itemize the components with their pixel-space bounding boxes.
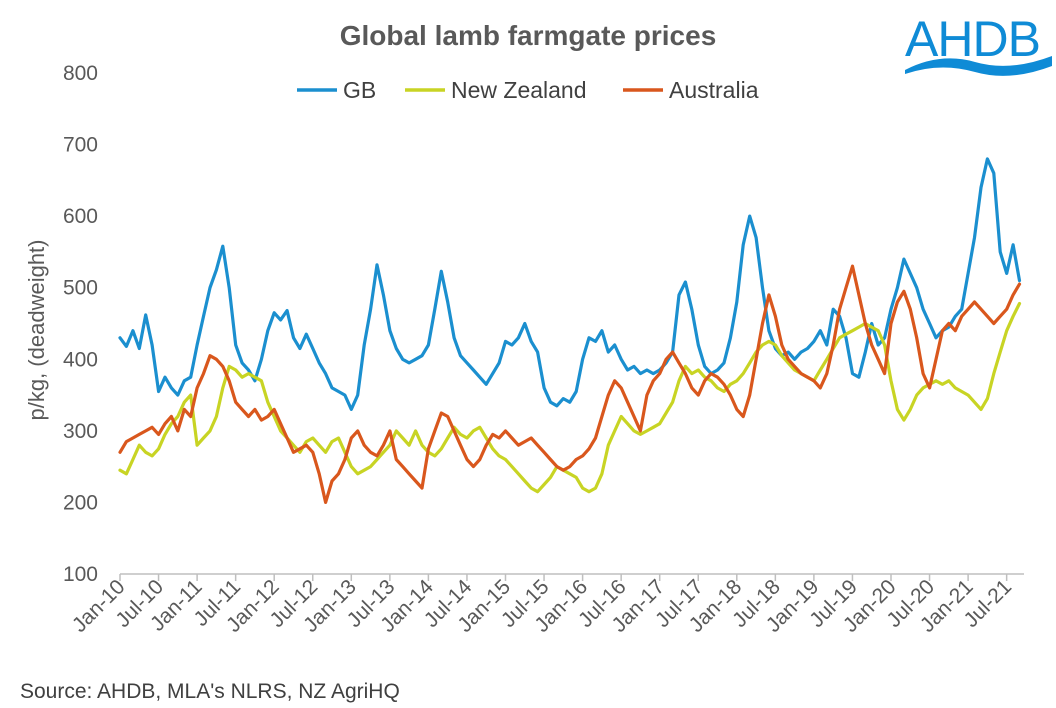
- logo-wave-icon: [905, 56, 1052, 76]
- y-tick-label: 100: [63, 563, 98, 586]
- logo-text: AHDB: [905, 11, 1040, 67]
- legend: GB New Zealand Australia: [297, 77, 759, 103]
- y-tick-label: 800: [63, 62, 98, 85]
- series-line-new-zealand: [118, 301, 1022, 494]
- y-tick-label: 400: [63, 348, 98, 371]
- chart-title: Global lamb farmgate prices: [340, 20, 717, 51]
- y-tick-label: 600: [63, 205, 98, 228]
- y-tick-label: 300: [63, 420, 98, 443]
- legend-label: Australia: [669, 77, 759, 103]
- y-tick-label: 700: [63, 134, 98, 157]
- legend-label: New Zealand: [451, 77, 587, 103]
- source-note: Source: AHDB, MLA's NLRS, NZ AgriHQ: [20, 680, 400, 703]
- legend-label: GB: [343, 77, 376, 103]
- y-tick-label: 500: [63, 277, 98, 300]
- plot-area: [118, 157, 1022, 504]
- y-axis-label: p/kg, (deadweight): [24, 240, 49, 421]
- y-tick-label: 200: [63, 491, 98, 514]
- series-line-australia: [118, 264, 1022, 504]
- x-axis: Jan-10Jul-10Jan-11Jul-11Jan-12Jul-12Jan-…: [68, 573, 1024, 637]
- y-axis: 100 200 300 400 500 600 700 800: [63, 62, 98, 586]
- ahdb-logo: AHDB: [905, 11, 1052, 76]
